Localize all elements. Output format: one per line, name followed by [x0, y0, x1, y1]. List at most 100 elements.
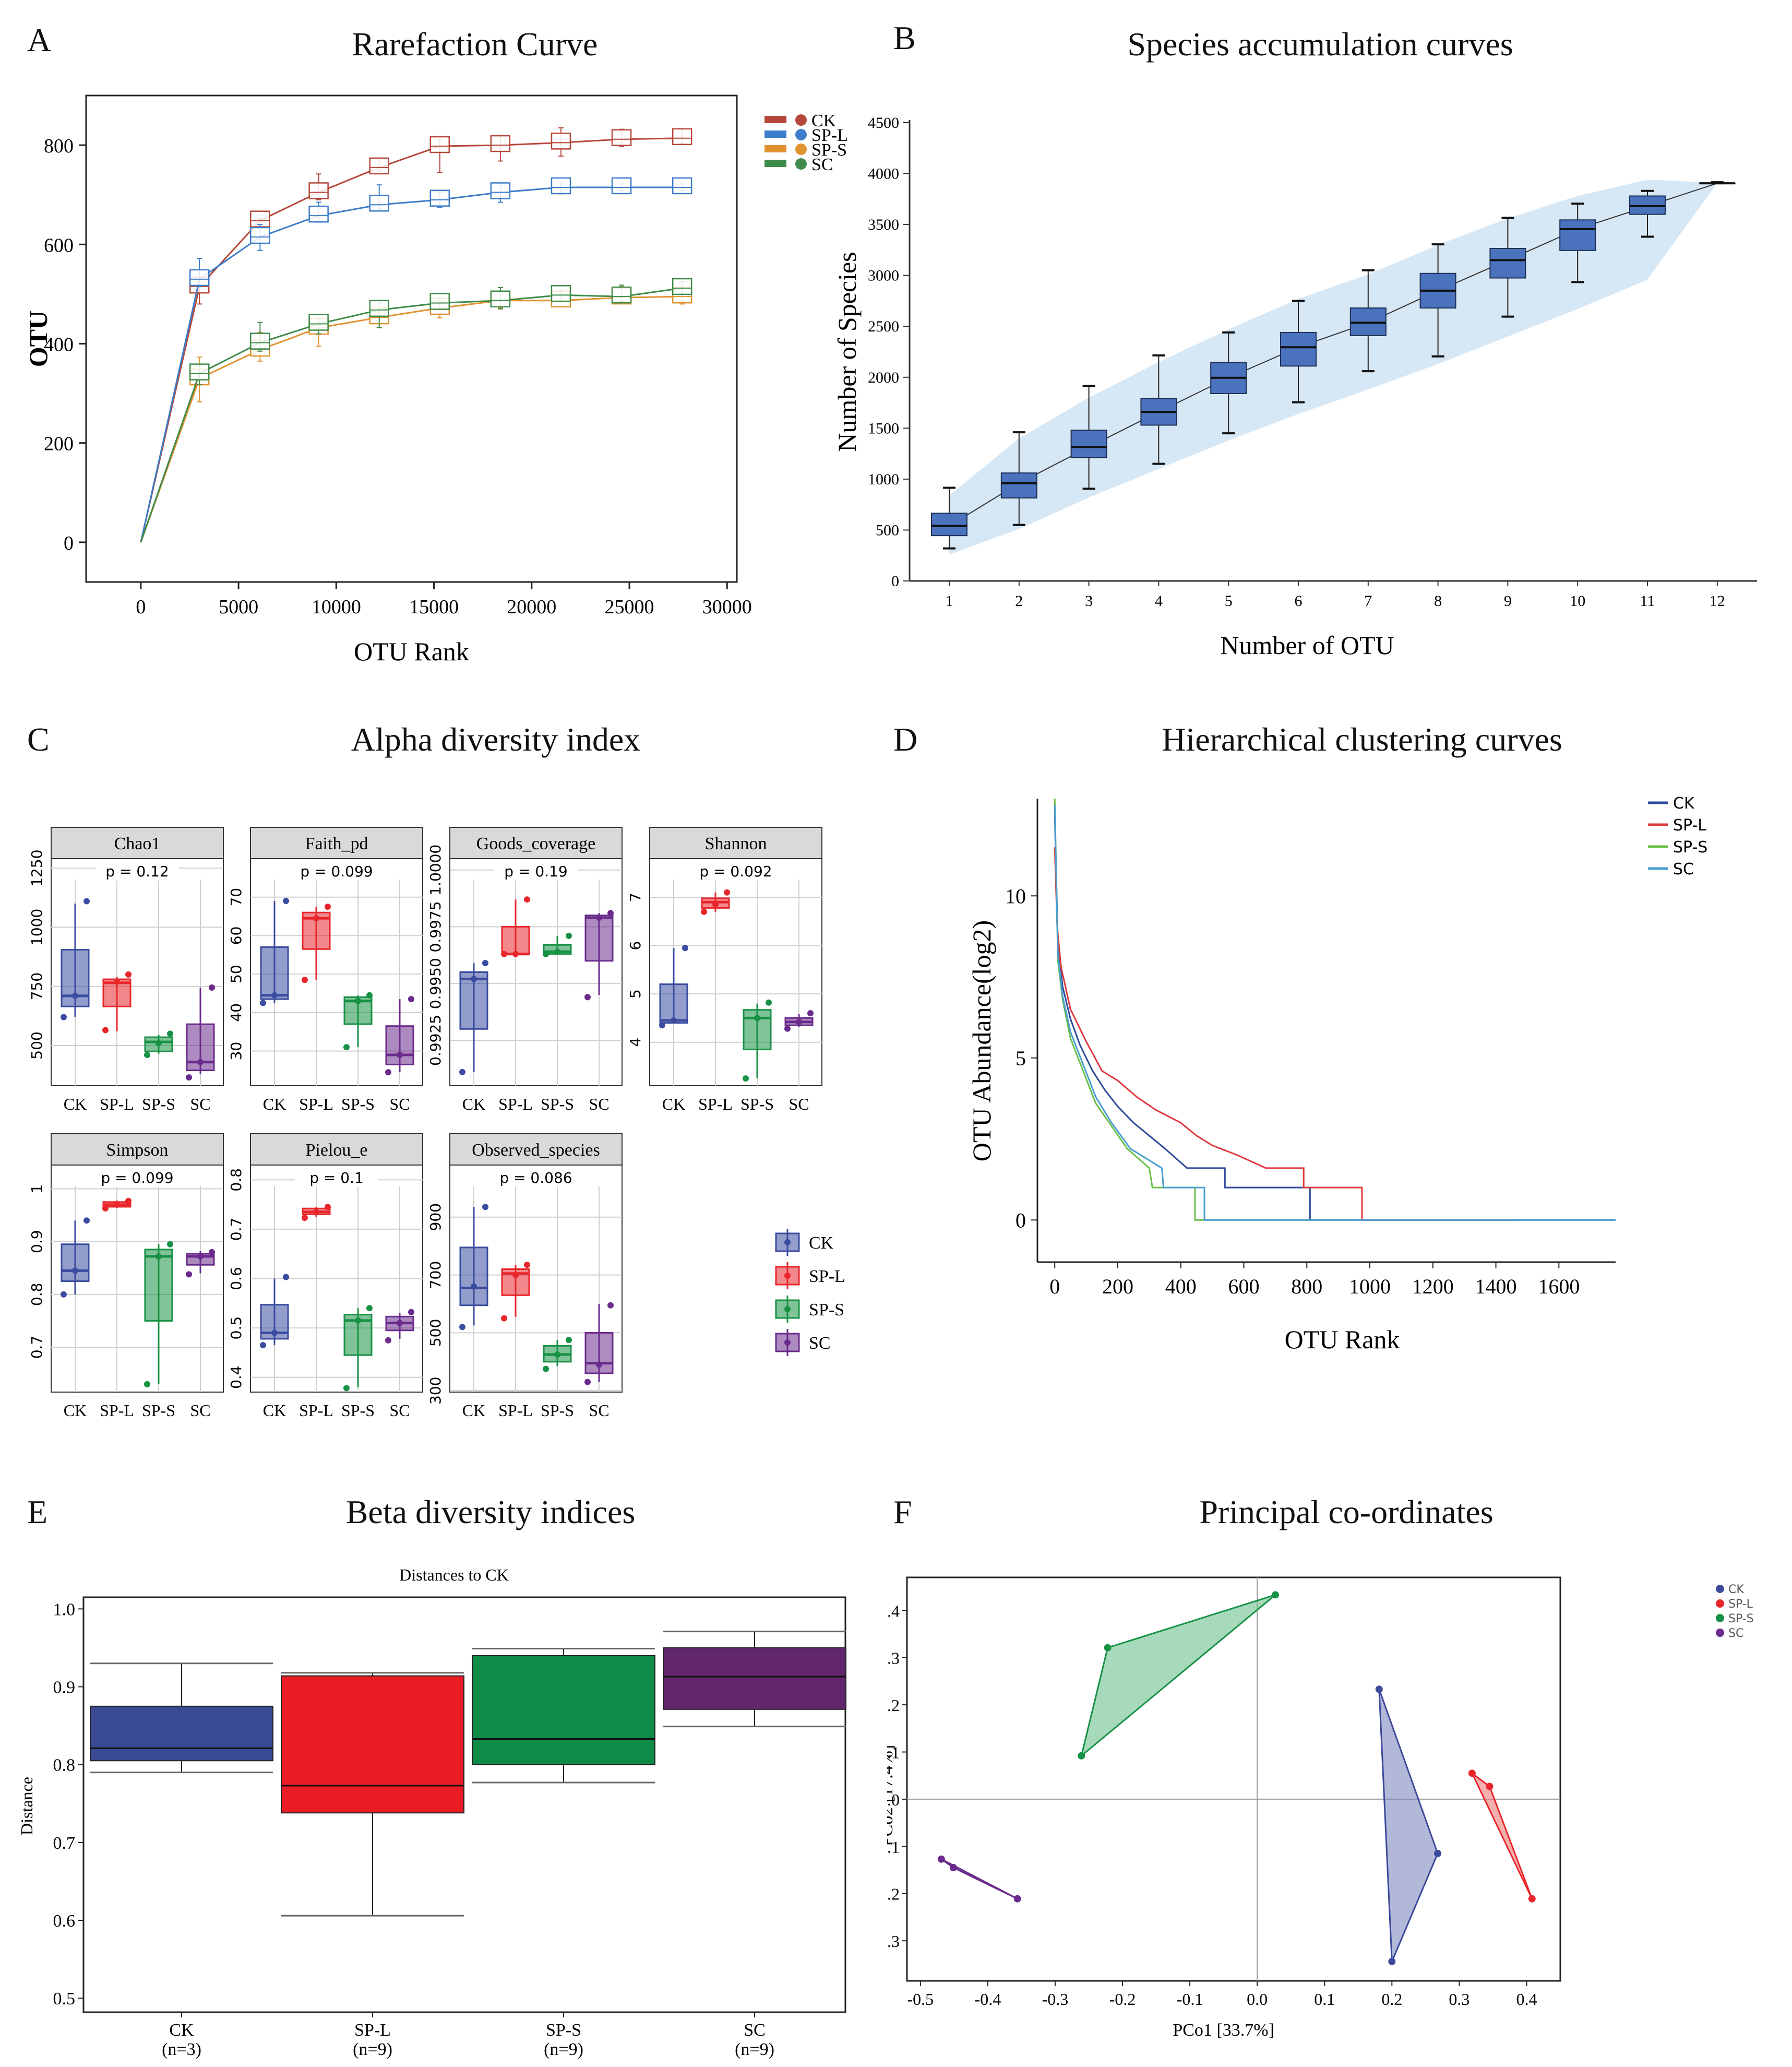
- data-point: [397, 1052, 403, 1059]
- series-line-SP-L: [1054, 847, 1515, 1221]
- data-point: [607, 910, 614, 917]
- x-tick-label: SP-L: [498, 1095, 533, 1113]
- y-tick-label: 0.8: [228, 1168, 245, 1192]
- y-tick-label: 0.7: [28, 1336, 45, 1359]
- x-tick-label: 0.2: [1381, 1990, 1402, 2009]
- y-tick-label: -0.1: [887, 1837, 900, 1856]
- p-value-bg: [95, 1169, 179, 1187]
- data-point: [271, 1329, 278, 1336]
- x-tick-label: SP-L: [299, 1095, 333, 1113]
- box: [250, 227, 270, 244]
- y-tick-label: 2000: [868, 369, 899, 386]
- y-tick-label: 5: [627, 989, 644, 999]
- legend-label-SP-L: SP-L: [809, 1267, 845, 1286]
- x-tick-label: SP-S: [341, 1095, 375, 1113]
- hull-SC: [940, 1858, 1018, 1900]
- data-point: [197, 1059, 204, 1065]
- box-CK: [260, 946, 289, 1000]
- data-point: [682, 945, 688, 952]
- box: [369, 300, 389, 317]
- y-axis-label: Distance: [17, 1777, 36, 1835]
- legend-label-SP-S: SP-S: [811, 140, 847, 160]
- legend-dot: [784, 1239, 791, 1245]
- x-tick-label: 20000: [507, 596, 556, 618]
- p-value-bg: [295, 863, 378, 881]
- data-point: [72, 992, 78, 999]
- data-point: [283, 898, 289, 905]
- y-tick-label: 0.7: [53, 1834, 76, 1853]
- data-point: [554, 948, 560, 955]
- data-point: [61, 1014, 67, 1020]
- x-axis-label: PCo1 [33.7%]: [1173, 2021, 1274, 2040]
- hull-SP-S: [1080, 1594, 1276, 1758]
- data-point: [61, 1291, 67, 1298]
- panel-label-e: E: [27, 1493, 48, 1530]
- facet-panel: [649, 858, 822, 1086]
- data-point-SP-S: [1104, 1644, 1112, 1652]
- data-point: [83, 1217, 90, 1224]
- data-point: [114, 978, 120, 985]
- x-tick-label: SP-S: [740, 1095, 774, 1113]
- x-tick-label: -0.4: [975, 1990, 1001, 2009]
- p-value: p = 0.19: [504, 863, 567, 880]
- x-tick-label: SP-S: [142, 1401, 175, 1420]
- y-tick-label: 0.6: [228, 1267, 245, 1290]
- box-CK: [659, 983, 688, 1024]
- data-point: [366, 992, 373, 999]
- y-tick-label: 0.0: [887, 1790, 900, 1809]
- data-point: [313, 915, 319, 922]
- y-tick-label: 0.8: [53, 1756, 76, 1775]
- box: [551, 133, 571, 150]
- x-tick-label: -0.1: [1177, 1990, 1203, 2009]
- panel-label-f: F: [893, 1493, 912, 1530]
- data-point: [408, 1309, 414, 1315]
- legend-marker-SP-S: [795, 144, 807, 155]
- data-point: [397, 1320, 403, 1326]
- data-point-CK: [1434, 1849, 1442, 1857]
- data-point: [482, 960, 488, 967]
- box: [490, 182, 511, 199]
- data-point-SC: [950, 1864, 958, 1872]
- legend-label-SP-L: SP-L: [1728, 1598, 1753, 1611]
- p-value: p = 0.12: [105, 863, 169, 880]
- x-count-label: (n=9): [544, 2040, 583, 2059]
- data-point-SP-L: [1486, 1783, 1494, 1790]
- x-tick-label: CK: [662, 1095, 685, 1113]
- box: [189, 363, 210, 381]
- legend-dot: [784, 1273, 791, 1279]
- box: [611, 129, 632, 146]
- legend-swatch-SP-S: [764, 145, 786, 152]
- panel-label-b: B: [893, 19, 916, 56]
- x-tick-label: SP-L: [299, 1401, 333, 1420]
- legend-swatch-SP-L: [764, 130, 786, 138]
- y-tick-label: 3000: [868, 267, 899, 284]
- y-axis-label: Number of Species: [832, 252, 862, 452]
- x-tick-label: SP-S: [541, 1401, 574, 1420]
- plot-frame: [85, 94, 738, 583]
- legend-label-CK: CK: [811, 111, 837, 130]
- x-tick-label: SC: [190, 1401, 210, 1420]
- y-tick-label: 300: [427, 1377, 444, 1405]
- x-tick-label: SP-L: [698, 1095, 733, 1113]
- data-point: [343, 1385, 350, 1392]
- y-tick-label: 0.5: [228, 1316, 245, 1340]
- x-tick-label: SP-L: [100, 1095, 134, 1113]
- x-tick-label: 9: [1504, 592, 1512, 610]
- series-line-SC: [1054, 805, 1616, 1221]
- x-tick-label: SP-S: [546, 2021, 581, 2040]
- legend-label-SC: SC: [1673, 860, 1694, 878]
- data-point: [459, 1068, 465, 1075]
- data-point: [471, 1283, 477, 1290]
- facet-title: Pielou_e: [306, 1141, 368, 1160]
- data-point: [659, 1022, 665, 1029]
- box-SC: [584, 914, 614, 962]
- legend-dot: [784, 1306, 791, 1312]
- legend-label-CK: CK: [1673, 794, 1695, 813]
- legend-label-SP-L: SP-L: [811, 126, 848, 145]
- series-line-CK: [1054, 815, 1616, 1221]
- x-tick-label: CK: [462, 1401, 485, 1420]
- data-point: [125, 1197, 132, 1204]
- y-tick-label: 1000: [28, 909, 45, 946]
- data-point: [724, 889, 730, 896]
- data-point: [102, 1027, 109, 1034]
